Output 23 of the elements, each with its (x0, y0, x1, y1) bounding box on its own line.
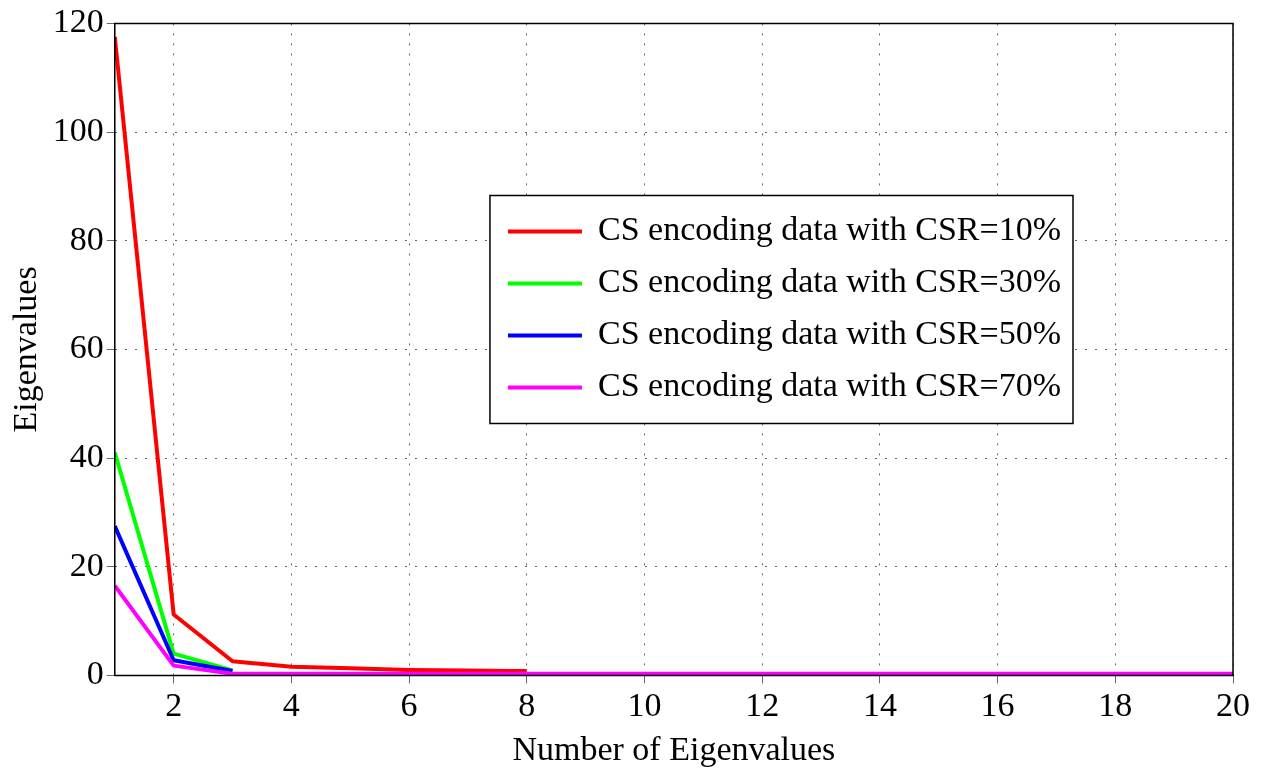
y-tick-label: 100 (52, 110, 104, 148)
legend-label: CS encoding data with CSR=10% (597, 210, 1062, 248)
x-tick-label: 8 (518, 685, 536, 723)
x-tick-label: 20 (1216, 685, 1250, 723)
y-tick-label: 60 (69, 328, 104, 366)
x-tick-label: 12 (745, 685, 780, 723)
y-tick-label: 80 (69, 219, 104, 257)
y-tick-label: 120 (52, 2, 104, 40)
x-axis-title: Number of Eigenvalues (512, 729, 836, 767)
x-tick-label: 14 (862, 685, 897, 723)
y-tick-label: 0 (86, 654, 104, 692)
x-tick-label: 10 (627, 685, 662, 723)
x-tick-label: 4 (282, 685, 300, 723)
x-tick-label: 2 (165, 685, 183, 723)
x-tick-label: 18 (1098, 685, 1133, 723)
legend-label: CS encoding data with CSR=50% (597, 314, 1062, 352)
x-tick-label: 16 (980, 685, 1015, 723)
x-tick-label: 6 (400, 685, 418, 723)
y-tick-label: 20 (69, 545, 104, 583)
y-tick-label: 40 (69, 436, 104, 474)
legend-label: CS encoding data with CSR=30% (597, 262, 1062, 300)
y-axis-title: Eigenvalues (6, 266, 44, 433)
legend-label: CS encoding data with CSR=70% (597, 366, 1062, 404)
